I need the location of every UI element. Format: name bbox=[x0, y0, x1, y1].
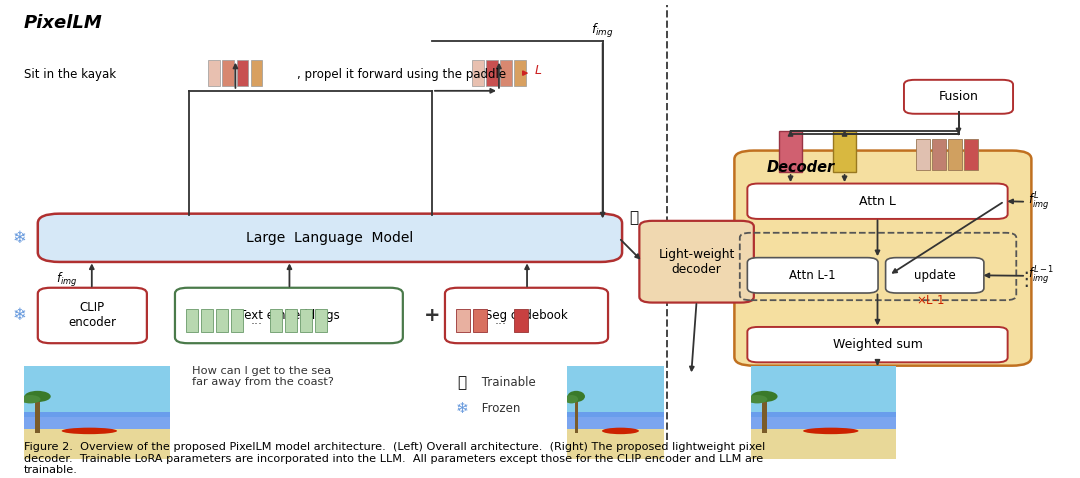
Text: $\it{L}$: $\it{L}$ bbox=[534, 64, 542, 77]
FancyBboxPatch shape bbox=[38, 214, 622, 262]
Text: ❄: ❄ bbox=[13, 306, 26, 325]
Text: Fusion: Fusion bbox=[939, 90, 978, 103]
FancyBboxPatch shape bbox=[747, 184, 1008, 219]
Bar bbox=[201, 309, 213, 332]
Text: Light-weight
decoder: Light-weight decoder bbox=[659, 248, 734, 276]
Text: , propel it forward using the paddle: , propel it forward using the paddle bbox=[297, 67, 507, 81]
Bar bbox=[486, 60, 498, 87]
Text: ❄: ❄ bbox=[456, 401, 469, 416]
Text: $f_{img}$: $f_{img}$ bbox=[592, 22, 613, 40]
Bar bbox=[251, 60, 262, 87]
Text: PixelLM: PixelLM bbox=[24, 14, 103, 33]
Text: $f^{L}_{img}$: $f^{L}_{img}$ bbox=[1028, 191, 1050, 213]
FancyBboxPatch shape bbox=[734, 151, 1031, 366]
FancyBboxPatch shape bbox=[747, 258, 878, 293]
Bar bbox=[237, 60, 248, 87]
Bar bbox=[514, 309, 528, 332]
Text: Seg codebook: Seg codebook bbox=[485, 309, 568, 322]
Bar bbox=[779, 131, 802, 172]
Text: $f^{L-1}_{img}$: $f^{L-1}_{img}$ bbox=[1028, 265, 1054, 287]
Text: update: update bbox=[914, 269, 956, 282]
Text: ...: ... bbox=[251, 314, 262, 327]
Text: Large  Language  Model: Large Language Model bbox=[246, 231, 414, 245]
FancyBboxPatch shape bbox=[639, 221, 754, 303]
Text: Weighted sum: Weighted sum bbox=[833, 338, 922, 351]
Text: Attn L: Attn L bbox=[859, 195, 896, 208]
Bar bbox=[964, 139, 978, 170]
FancyBboxPatch shape bbox=[445, 288, 608, 343]
Text: How can I get to the sea
far away from the coast?: How can I get to the sea far away from t… bbox=[192, 366, 334, 387]
Bar bbox=[231, 309, 243, 332]
Text: 🔥: 🔥 bbox=[630, 210, 638, 225]
FancyBboxPatch shape bbox=[886, 258, 984, 293]
FancyBboxPatch shape bbox=[38, 288, 147, 343]
Bar bbox=[222, 60, 234, 87]
Text: +: + bbox=[423, 306, 441, 325]
Bar bbox=[315, 309, 327, 332]
Bar bbox=[456, 309, 470, 332]
Bar bbox=[948, 139, 962, 170]
Text: ❄: ❄ bbox=[13, 229, 26, 247]
Text: CLIP
encoder: CLIP encoder bbox=[68, 302, 117, 329]
Text: Attn L-1: Attn L-1 bbox=[789, 269, 836, 282]
Text: 🔥: 🔥 bbox=[458, 375, 467, 390]
Bar bbox=[514, 60, 526, 87]
FancyBboxPatch shape bbox=[175, 288, 403, 343]
Text: Frozen: Frozen bbox=[478, 402, 521, 415]
Bar bbox=[500, 60, 512, 87]
FancyBboxPatch shape bbox=[747, 327, 1008, 362]
Text: Sit in the kayak: Sit in the kayak bbox=[24, 67, 116, 81]
Bar bbox=[300, 309, 312, 332]
FancyBboxPatch shape bbox=[904, 80, 1013, 114]
Text: Decoder: Decoder bbox=[767, 160, 835, 175]
Bar bbox=[216, 309, 228, 332]
Bar bbox=[916, 139, 930, 170]
Bar bbox=[270, 309, 282, 332]
Text: $\times$L-1: $\times$L-1 bbox=[917, 293, 945, 307]
Text: ...: ... bbox=[495, 314, 507, 327]
Bar bbox=[833, 131, 856, 172]
Text: ⋮: ⋮ bbox=[1016, 270, 1036, 289]
Bar bbox=[186, 309, 198, 332]
Text: $f_{img}$: $f_{img}$ bbox=[56, 271, 78, 289]
Bar bbox=[473, 309, 487, 332]
Bar bbox=[208, 60, 220, 87]
Text: Text embeddings: Text embeddings bbox=[239, 309, 339, 322]
Bar bbox=[285, 309, 297, 332]
Bar bbox=[932, 139, 946, 170]
Text: Figure 2.  Overview of the proposed PixelLM model architecture.  (Left) Overall : Figure 2. Overview of the proposed Pixel… bbox=[24, 442, 765, 475]
Text: Trainable: Trainable bbox=[478, 376, 536, 389]
Bar bbox=[472, 60, 484, 87]
